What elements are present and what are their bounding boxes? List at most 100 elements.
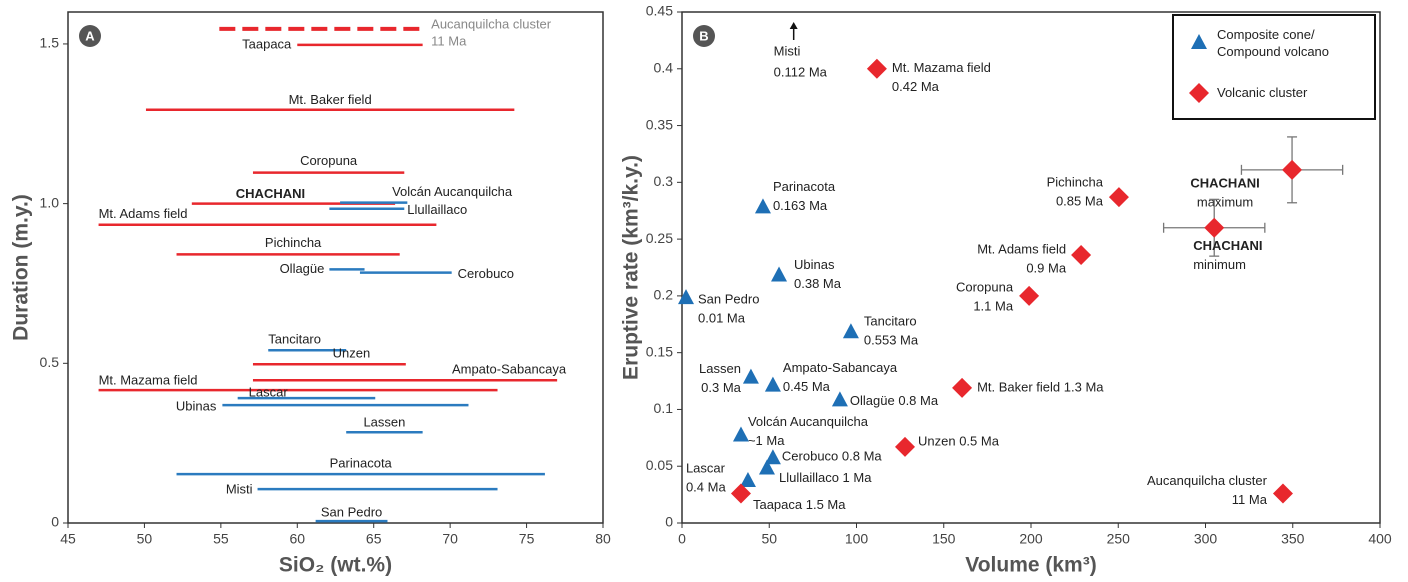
segment-label: Misti	[226, 482, 253, 497]
point-label: CHACHANI	[1190, 175, 1259, 190]
plot-frame	[67, 11, 604, 524]
point-label: Volcán Aucanquilcha	[748, 414, 869, 429]
y-tick-label: 0.5	[40, 354, 60, 370]
segment-label: Mt. Baker field	[289, 92, 372, 107]
point-label: Lassen	[699, 361, 741, 376]
x-tick-label: 200	[1019, 531, 1043, 547]
point-label: Parinacota	[773, 179, 836, 194]
segment-label: Volcán Aucanquilcha	[392, 184, 513, 199]
segment-label: Lassen	[363, 415, 405, 430]
segment-label: Ampato-Sabancaya	[452, 362, 567, 377]
x-tick-label: 60	[289, 531, 305, 547]
y-tick-label: 0.3	[654, 173, 674, 189]
x-tick-label: 50	[761, 531, 777, 547]
y-tick-label: 0.25	[646, 230, 673, 246]
marker	[1282, 159, 1303, 180]
x-tick-label: 300	[1194, 531, 1218, 547]
point-label: 0.01 Ma	[698, 311, 746, 326]
point-label: 11 Ma	[1232, 492, 1268, 507]
point-label: 1.1 Ma	[973, 298, 1014, 313]
segment-label: Mt. Adams field	[99, 206, 188, 221]
point-label: Ampato-Sabancaya	[783, 360, 898, 375]
point-label: 0.9 Ma	[1026, 260, 1067, 275]
marker	[764, 449, 781, 465]
segment-label: Ollagüe	[280, 261, 325, 276]
marker	[1108, 187, 1129, 208]
segment-label: Cerobuco	[458, 266, 514, 281]
segment-label: Parinacota	[330, 456, 393, 471]
x-tick-label: 75	[519, 531, 535, 547]
segment-label: Coropuna	[300, 153, 358, 168]
point-label: Tancitaro	[864, 314, 917, 329]
segment-label: Llullaillaco	[407, 202, 467, 217]
marker	[1272, 483, 1293, 504]
marker	[842, 323, 859, 339]
panel-letter: A	[85, 28, 95, 43]
point-label: San Pedro	[698, 292, 759, 307]
panel-badge	[693, 25, 715, 47]
point-label: CHACHANI	[1193, 238, 1262, 253]
point-label: Ubinas	[794, 257, 835, 272]
x-tick-label: 0	[678, 531, 686, 547]
point-label: Llullaillaco 1 Ma	[779, 470, 872, 485]
segment-label: Pichincha	[265, 235, 322, 250]
segment-label: Lascar	[249, 385, 289, 400]
x-axis-title: SiO₂ (wt.%)	[279, 554, 392, 577]
marker	[732, 426, 749, 442]
segment-label: Ubinas	[176, 399, 217, 414]
point-label: 0.163 Ma	[773, 198, 828, 213]
x-tick-label: 100	[845, 531, 869, 547]
y-tick-label: 0.1	[654, 400, 674, 416]
marker	[730, 483, 751, 504]
x-tick-label: 400	[1368, 531, 1392, 547]
y-tick-label: 0.2	[654, 287, 674, 303]
y-axis-title: Duration (m.y.)	[10, 194, 33, 341]
point-label: Mt. Baker field 1.3 Ma	[977, 379, 1104, 394]
x-tick-label: 350	[1281, 531, 1305, 547]
y-tick-label: 0.15	[646, 343, 673, 359]
point-label: minimum	[1193, 257, 1246, 272]
segment-label: Mt. Mazama field	[99, 373, 198, 388]
segment-label: Taapaca	[242, 36, 292, 51]
point-label: ~1 Ma	[748, 433, 785, 448]
point-label: Cerobuco 0.8 Ma	[782, 449, 882, 464]
segment-label: CHACHANI	[236, 186, 305, 201]
point-label: Mt. Mazama field	[892, 60, 991, 75]
point-label: Ollagüe 0.8 Ma	[850, 393, 939, 408]
x-tick-label: 150	[932, 531, 956, 547]
x-tick-label: 70	[442, 531, 458, 547]
panel-badge	[79, 25, 101, 47]
x-tick-label: 45	[60, 531, 76, 547]
point-label: 0.3 Ma	[701, 380, 742, 395]
point-label: Unzen 0.5 Ma	[918, 433, 1000, 448]
legend-label: Composite cone/ Compound volcano	[1217, 27, 1330, 59]
segment-label: Aucanquilcha cluster	[431, 16, 552, 31]
marker	[895, 436, 916, 457]
offscale-arrowhead	[789, 22, 798, 29]
marker	[739, 471, 756, 487]
marker	[866, 58, 887, 79]
point-label: 0.38 Ma	[794, 276, 842, 291]
point-label: 0.112 Ma	[774, 64, 828, 79]
legend-marker	[1191, 34, 1207, 49]
legend-label: Volcanic cluster	[1217, 85, 1308, 100]
panel-letter: B	[699, 28, 708, 43]
marker	[1019, 285, 1040, 306]
point-label: Misti	[774, 43, 801, 58]
y-tick-label: 1.5	[40, 35, 60, 51]
y-tick-label: 0	[665, 514, 673, 530]
marker	[952, 377, 973, 398]
marker	[742, 368, 759, 384]
point-label: Mt. Adams field	[977, 241, 1066, 256]
y-tick-label: 1.0	[40, 194, 60, 210]
y-tick-label: 0.05	[646, 457, 673, 473]
x-tick-label: 80	[595, 531, 611, 547]
x-tick-label: 55	[213, 531, 229, 547]
legend-marker	[1189, 83, 1209, 103]
segment-label: Tancitaro	[268, 332, 321, 347]
point-label: 0.45 Ma	[783, 379, 831, 394]
marker	[678, 289, 695, 305]
segment-label: Unzen	[333, 346, 371, 361]
y-tick-label: 0.35	[646, 116, 673, 132]
point-label: Taapaca 1.5 Ma	[753, 497, 846, 512]
